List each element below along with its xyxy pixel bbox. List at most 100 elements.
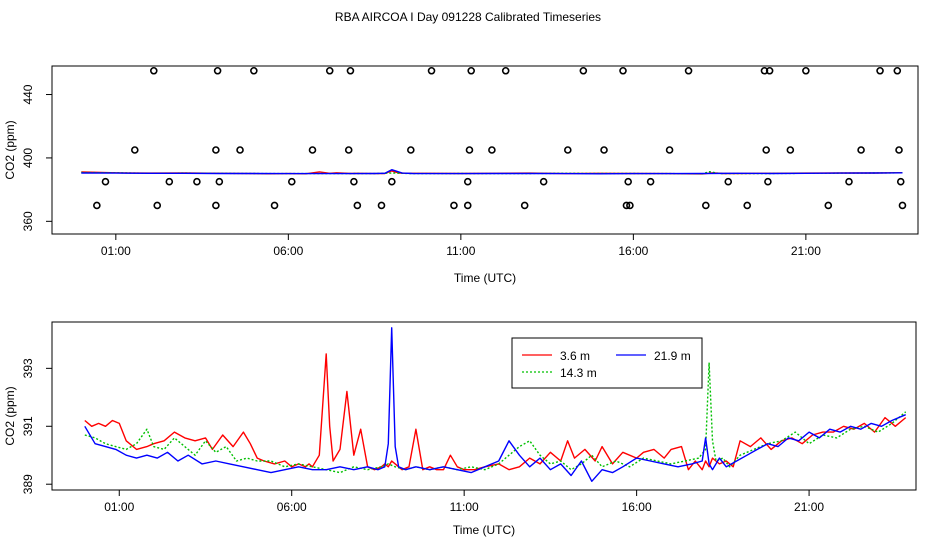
y-axis-label: CO2 (ppm)	[3, 120, 17, 179]
legend-box	[511, 337, 703, 389]
calibration-point	[450, 201, 458, 210]
x-tick-label: 11:00	[450, 500, 479, 514]
calibration-point	[165, 177, 174, 186]
calibration-point	[131, 146, 139, 154]
calibration-point	[465, 146, 474, 154]
calibration-point	[564, 146, 572, 154]
calibration-point	[463, 201, 472, 210]
x-axis-label: Time (UTC)	[454, 271, 516, 285]
calibration-point	[325, 66, 334, 75]
series-line-14.3m	[84, 361, 907, 474]
calibration-point	[344, 146, 353, 154]
calibration-point	[377, 201, 386, 210]
legend-label-21.9m: 21.9 m	[654, 349, 691, 363]
y-tick-label: 440	[21, 84, 35, 104]
x-tick-label: 21:00	[791, 244, 821, 258]
calibration-point	[702, 201, 710, 210]
calibration-point	[646, 177, 655, 186]
plot-frame	[51, 321, 917, 491]
legend-label-14.3m: 14.3 m	[560, 366, 597, 380]
calibration-point	[212, 146, 220, 154]
calibration-point	[802, 66, 810, 75]
x-tick-label: 11:00	[446, 244, 475, 258]
calibration-point	[149, 66, 158, 75]
calibration-point	[350, 177, 358, 186]
calibration-point	[619, 66, 627, 75]
calibration-point	[743, 201, 752, 210]
calibration-point	[463, 177, 472, 186]
calibration-point	[93, 201, 101, 210]
calibration-point	[270, 201, 279, 210]
y-axis-label: CO2 (ppm)	[3, 386, 17, 445]
calibration-points	[93, 66, 907, 210]
calibration-point	[626, 201, 634, 210]
x-axis: 01:00 06:00 11:00 16:00 21:00	[101, 233, 821, 258]
x-tick-label: 01:00	[101, 244, 131, 258]
series-line-3.6m	[84, 353, 907, 471]
y-tick-label: 389	[21, 474, 35, 494]
calibration-point	[212, 201, 220, 210]
y-axis: 389 391 393	[21, 358, 53, 494]
calibration-point	[388, 177, 396, 186]
calibration-point	[624, 177, 632, 186]
calibration-point	[427, 66, 436, 75]
calibration-point	[193, 177, 201, 186]
calibration-point	[898, 201, 907, 210]
figure-title: RBA AIRCOA I Day 091228 Calibrated Times…	[334, 10, 602, 24]
calibration-point	[236, 146, 244, 154]
calibration-point	[824, 201, 833, 210]
y-tick-label: 400	[21, 148, 35, 168]
calibration-point	[684, 66, 693, 75]
legend-label-3.6m: 3.6 m	[560, 349, 590, 363]
calibration-point	[764, 177, 772, 186]
series-lines	[81, 168, 903, 175]
calibration-point	[857, 146, 865, 154]
calibration-point	[287, 177, 296, 186]
calibration-point	[213, 66, 222, 75]
x-tick-label: 21:00	[794, 500, 824, 514]
calibration-point	[762, 146, 770, 154]
calibration-point	[724, 177, 733, 186]
x-tick-label: 06:00	[277, 500, 307, 514]
calibration-point	[501, 66, 510, 75]
calibration-point	[308, 146, 317, 154]
calibration-point	[765, 66, 774, 75]
calibration-point	[600, 146, 608, 154]
calibration-point	[845, 177, 853, 186]
calibration-point	[407, 146, 415, 154]
y-tick-label: 360	[21, 211, 35, 231]
calibration-point	[579, 66, 588, 75]
calibration-point	[895, 146, 903, 154]
calibration-point	[467, 66, 475, 75]
x-axis: 01:00 06:00 11:00 16:00 21:00	[104, 489, 824, 514]
calibration-point	[353, 201, 362, 210]
calibration-point	[520, 201, 529, 210]
calibration-point	[250, 66, 258, 75]
y-axis: 360 400 440	[21, 84, 53, 231]
calibration-point	[893, 66, 902, 75]
series-line-21.9m	[84, 327, 906, 482]
calibration-point	[896, 177, 905, 186]
y-tick-label: 393	[21, 358, 35, 378]
calibration-point	[346, 66, 355, 75]
x-tick-label: 01:00	[104, 500, 134, 514]
calibration-point	[760, 66, 769, 75]
x-axis-label: Time (UTC)	[453, 523, 515, 537]
calibration-point	[665, 146, 674, 154]
calibration-point	[622, 201, 631, 210]
calibration-point	[101, 177, 110, 186]
legend: 3.6 m 21.9 m 14.3 m	[511, 337, 703, 389]
x-tick-label: 16:00	[618, 244, 648, 258]
y-tick-label: 391	[21, 416, 35, 436]
x-tick-label: 16:00	[622, 500, 652, 514]
x-tick-label: 06:00	[273, 244, 303, 258]
series-lines	[84, 327, 907, 482]
calibration-point	[488, 146, 496, 154]
series-line-21.9m	[81, 168, 903, 175]
calibration-point	[539, 177, 548, 186]
calibration-point	[786, 146, 795, 154]
calibration-point	[153, 201, 162, 210]
